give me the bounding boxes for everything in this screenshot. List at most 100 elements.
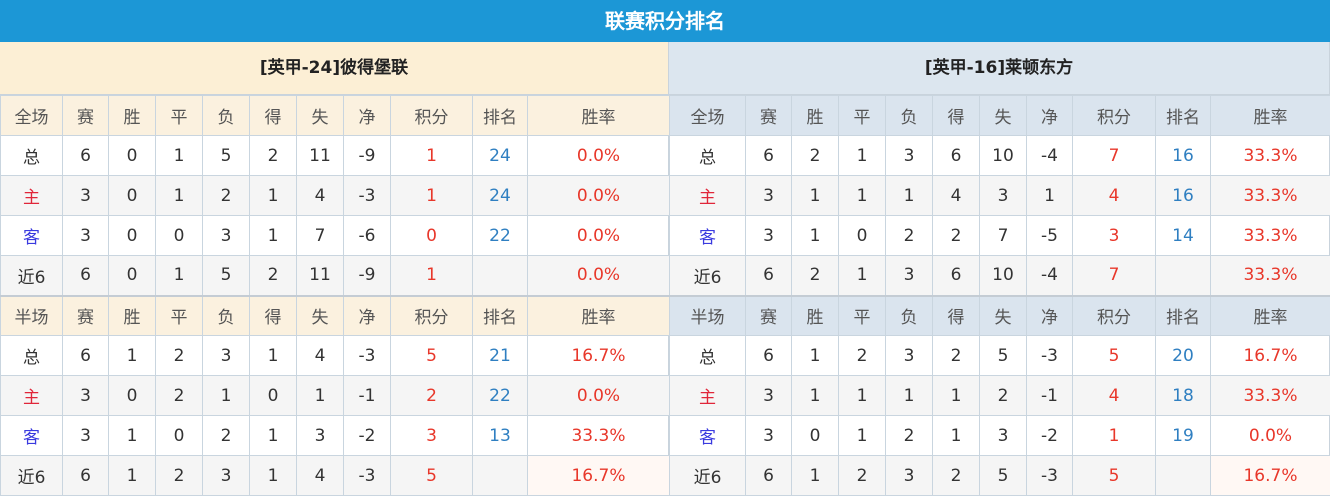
column-header-points: 积分 [390, 95, 473, 136]
column-header-type: 半场 [0, 294, 63, 336]
cell-type: 客 [0, 415, 63, 456]
cell-type: 客 [0, 215, 63, 256]
cell-played: 6 [745, 135, 792, 176]
column-header-goals-for: 得 [932, 294, 980, 336]
column-header-goals-against: 失 [979, 294, 1027, 336]
cell-goals-for: 2 [249, 255, 297, 296]
cell-draw: 2 [838, 335, 886, 376]
cell-points: 2 [390, 375, 473, 416]
cell-rank: 16 [1155, 135, 1211, 176]
cell-rank: 19 [1155, 415, 1211, 456]
cell-played: 3 [62, 175, 109, 216]
cell-draw: 0 [155, 415, 203, 456]
cell-goal-diff: -6 [343, 215, 391, 256]
standings-table: 全场赛胜平负得失净积分 排名 胜率总 6 2 1 3 6 10 -4 7 16 33.3% 主 3 1 1 1 4 3… [669, 95, 1330, 496]
cell-played: 6 [745, 255, 792, 296]
cell-loss: 3 [885, 135, 933, 176]
cell-draw: 0 [155, 215, 203, 256]
cell-loss: 2 [202, 415, 250, 456]
cell-loss: 3 [202, 335, 250, 376]
cell-played: 6 [62, 135, 109, 176]
cell-draw: 1 [155, 135, 203, 176]
cell-loss: 2 [202, 175, 250, 216]
column-header-goal-diff: 净 [343, 95, 391, 136]
cell-win: 2 [791, 135, 839, 176]
cell-goals-for: 2 [932, 455, 980, 496]
cell-played: 3 [62, 415, 109, 456]
cell-goals-against: 3 [979, 415, 1027, 456]
cell-played: 6 [745, 455, 792, 496]
cell-goals-for: 2 [932, 215, 980, 256]
column-header-goals-against: 失 [296, 95, 344, 136]
table-row: 总 6 1 2 3 2 5 -3 5 20 16.7% [669, 335, 1330, 376]
column-header-loss: 负 [202, 95, 250, 136]
cell-goals-against: 7 [979, 215, 1027, 256]
cell-win: 0 [108, 375, 156, 416]
cell-rank [1155, 255, 1211, 296]
table-row: 近6 6 1 2 3 2 5 -3 5 16.7% [669, 455, 1330, 496]
column-header-played: 赛 [62, 294, 109, 336]
column-header-win: 胜 [108, 294, 156, 336]
cell-type: 主 [669, 375, 746, 416]
cell-draw: 2 [155, 375, 203, 416]
cell-goals-against: 3 [979, 175, 1027, 216]
cell-win-rate: 16.7% [527, 455, 670, 496]
column-header-played: 赛 [745, 95, 792, 136]
cell-win-rate: 16.7% [527, 335, 670, 376]
cell-win-rate: 0.0% [527, 215, 670, 256]
cell-type: 主 [0, 175, 63, 216]
column-header-win-rate: 胜率 [1210, 95, 1330, 136]
cell-goals-for: 1 [249, 415, 297, 456]
cell-rank: 13 [472, 415, 528, 456]
cell-goal-diff: -5 [1026, 215, 1073, 256]
cell-win-rate: 0.0% [527, 255, 670, 296]
cell-type: 主 [669, 175, 746, 216]
cell-draw: 1 [838, 135, 886, 176]
cell-goals-against: 1 [296, 375, 344, 416]
cell-played: 3 [62, 215, 109, 256]
cell-goal-diff: -2 [343, 415, 391, 456]
column-header-rank: 排名 [1155, 294, 1211, 336]
cell-rank: 24 [472, 135, 528, 176]
away-team-panel: [英甲-16]莱顿东方 全场赛胜平负得失净积分 排名 胜率总 6 2 1 3 6 10 -4 7 16… [669, 42, 1330, 496]
standings-table: 全场赛胜平负得失净积分 排名 胜率总 6 0 1 5 2 11 -9 1 24 0.0% 主 3 0 1 2 1 4-… [0, 95, 670, 496]
cell-draw: 1 [838, 375, 886, 416]
cell-type: 近6 [669, 455, 746, 496]
cell-type: 总 [0, 335, 63, 376]
cell-goal-diff: -3 [343, 335, 391, 376]
cell-type: 近6 [669, 255, 746, 296]
cell-draw: 1 [838, 175, 886, 216]
cell-points: 4 [1072, 375, 1156, 416]
cell-goal-diff: -9 [343, 255, 391, 296]
column-header-points: 积分 [1072, 95, 1156, 136]
column-header-draw: 平 [155, 95, 203, 136]
table-row: 客 3 1 0 2 2 7 -5 3 14 33.3% [669, 215, 1330, 256]
column-header-goals-against: 失 [296, 294, 344, 336]
cell-win: 0 [108, 175, 156, 216]
cell-rank [1155, 455, 1211, 496]
cell-loss: 2 [885, 215, 933, 256]
cell-rank: 14 [1155, 215, 1211, 256]
cell-goals-against: 5 [979, 455, 1027, 496]
cell-goals-for: 2 [249, 135, 297, 176]
team-header: [英甲-16]莱顿东方 [669, 42, 1329, 95]
cell-win-rate: 0.0% [527, 175, 670, 216]
cell-win-rate: 0.0% [527, 135, 670, 176]
column-header-played: 赛 [745, 294, 792, 336]
column-header-win-rate: 胜率 [527, 294, 670, 336]
cell-win-rate: 33.3% [1210, 175, 1330, 216]
cell-type: 总 [0, 135, 63, 176]
half-header-row: 半场赛胜平负得失净积分 排名 胜率 [0, 294, 670, 336]
cell-played: 3 [745, 415, 792, 456]
cell-goal-diff: -2 [1026, 415, 1073, 456]
cell-win-rate: 33.3% [1210, 135, 1330, 176]
cell-win: 0 [108, 255, 156, 296]
cell-played: 6 [62, 255, 109, 296]
column-header-rank: 排名 [472, 294, 528, 336]
cell-goals-against: 2 [979, 375, 1027, 416]
cell-goals-for: 0 [249, 375, 297, 416]
column-header-goal-diff: 净 [1026, 95, 1073, 136]
full-header-row: 全场赛胜平负得失净积分 排名 胜率 [669, 95, 1330, 136]
cell-played: 3 [745, 175, 792, 216]
page-title: 联赛积分排名 [0, 0, 1330, 42]
